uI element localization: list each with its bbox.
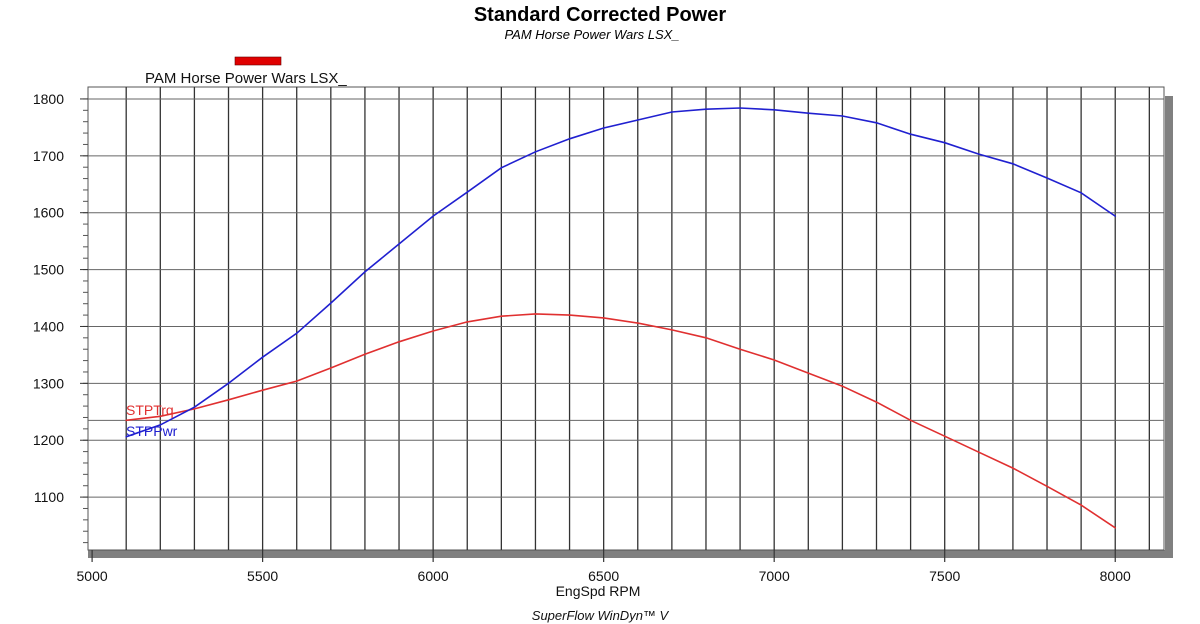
data-point-stptrq <box>1012 467 1014 469</box>
data-point-stppwr <box>978 153 980 155</box>
x-tick-label: 7000 <box>759 568 790 584</box>
data-point-stptrq <box>432 330 434 332</box>
x-tick-label: 7500 <box>929 568 960 584</box>
data-point-stppwr <box>295 332 298 335</box>
data-point-stptrq <box>193 408 196 410</box>
data-point-stptrq <box>1046 485 1048 488</box>
y-tick-label: 1500 <box>33 262 64 278</box>
data-point-stptrq <box>227 399 230 401</box>
data-point-stppwr <box>807 112 810 114</box>
data-point-stptrq <box>398 341 400 343</box>
data-point-stppwr <box>943 141 946 144</box>
data-point-stptrq <box>534 313 537 315</box>
y-tick-label: 1700 <box>33 148 64 164</box>
data-point-stptrq <box>1114 527 1117 529</box>
y-tick-label: 1600 <box>33 205 64 221</box>
legend-label: PAM Horse Power Wars LSX_ <box>145 70 347 87</box>
data-point-stppwr <box>568 137 571 140</box>
data-point-stptrq <box>1080 504 1082 506</box>
data-point-stppwr <box>909 133 912 136</box>
data-point-stppwr <box>636 119 639 121</box>
footer-label: SuperFlow WinDyn™ V <box>532 608 670 623</box>
x-axis-label: EngSpd RPM <box>556 583 641 599</box>
legend-swatch <box>234 56 282 66</box>
data-point-stppwr <box>841 115 844 117</box>
plot-shadow-right <box>1165 96 1173 558</box>
data-point-stptrq <box>295 380 298 382</box>
data-point-stptrq <box>568 314 571 316</box>
data-point-stppwr <box>534 151 537 153</box>
data-point-stppwr <box>193 406 196 409</box>
data-point-stppwr <box>1114 215 1117 217</box>
plot-shadow-bottom <box>88 550 1173 558</box>
data-point-stptrq <box>909 419 912 422</box>
data-point-stppwr <box>330 302 332 304</box>
data-point-stptrq <box>159 415 162 418</box>
data-point-stppwr <box>261 356 264 358</box>
series-line-stppwr <box>125 107 1116 438</box>
data-point-stppwr <box>671 111 673 113</box>
data-point-stptrq <box>602 317 605 319</box>
y-tick-label: 1800 <box>33 91 64 107</box>
y-tick-label: 1200 <box>33 432 64 448</box>
data-point-stptrq <box>125 419 127 422</box>
x-tick-label: 5000 <box>77 568 108 584</box>
data-point-stptrq <box>978 451 980 453</box>
plot-area <box>87 86 1165 551</box>
data-point-stptrq <box>466 321 469 323</box>
x-tick-label: 6000 <box>418 568 449 584</box>
data-point-stptrq <box>943 435 946 438</box>
data-point-stppwr <box>602 127 605 129</box>
series <box>125 107 1117 529</box>
data-point-stptrq <box>875 401 878 403</box>
data-point-stppwr <box>500 166 503 169</box>
data-point-stppwr <box>773 108 775 111</box>
data-point-stptrq <box>841 385 844 387</box>
x-tick-label: 6500 <box>588 568 619 584</box>
data-point-stppwr <box>398 243 400 245</box>
data-point-stppwr <box>466 191 469 194</box>
y-tick-label: 1400 <box>33 318 64 334</box>
data-point-stppwr <box>1012 162 1014 165</box>
chart-title: Standard Corrected Power <box>474 4 727 26</box>
data-point-stppwr <box>227 382 230 385</box>
axes: 1100 1200 1300 1400 1500 1600 1700 1800 5000 5500… <box>33 91 1131 584</box>
series-label-stppwr: STPPwr <box>126 423 178 439</box>
data-point-stptrq <box>705 337 707 339</box>
data-point-stppwr <box>159 424 162 426</box>
data-point-stppwr <box>125 436 127 438</box>
data-point-stppwr <box>739 107 741 109</box>
data-point-stptrq <box>330 367 332 369</box>
data-point-stptrq <box>807 372 810 374</box>
data-point-stppwr <box>364 271 366 273</box>
data-point-stptrq <box>773 359 775 361</box>
data-point-stptrq <box>671 329 673 331</box>
x-tick-label: 5500 <box>247 568 278 584</box>
data-point-stptrq <box>261 389 264 391</box>
data-point-stppwr <box>432 215 434 217</box>
y-tick-label: 1300 <box>33 375 64 391</box>
data-point-stppwr <box>705 108 707 110</box>
data-point-stptrq <box>739 348 741 351</box>
data-point-stppwr <box>875 122 878 124</box>
y-tick-label: 1100 <box>34 489 64 505</box>
series-line-stptrq <box>126 313 1116 529</box>
data-point-stptrq <box>364 353 366 356</box>
data-point-stppwr <box>1046 177 1048 179</box>
chart-subtitle: PAM Horse Power Wars LSX_ <box>504 27 679 42</box>
data-point-stptrq <box>500 315 503 318</box>
series-label-stptrq: STPTrq <box>126 402 174 418</box>
data-point-stptrq <box>636 322 639 324</box>
x-tick-label: 8000 <box>1100 568 1131 584</box>
data-point-stppwr <box>1080 191 1082 194</box>
